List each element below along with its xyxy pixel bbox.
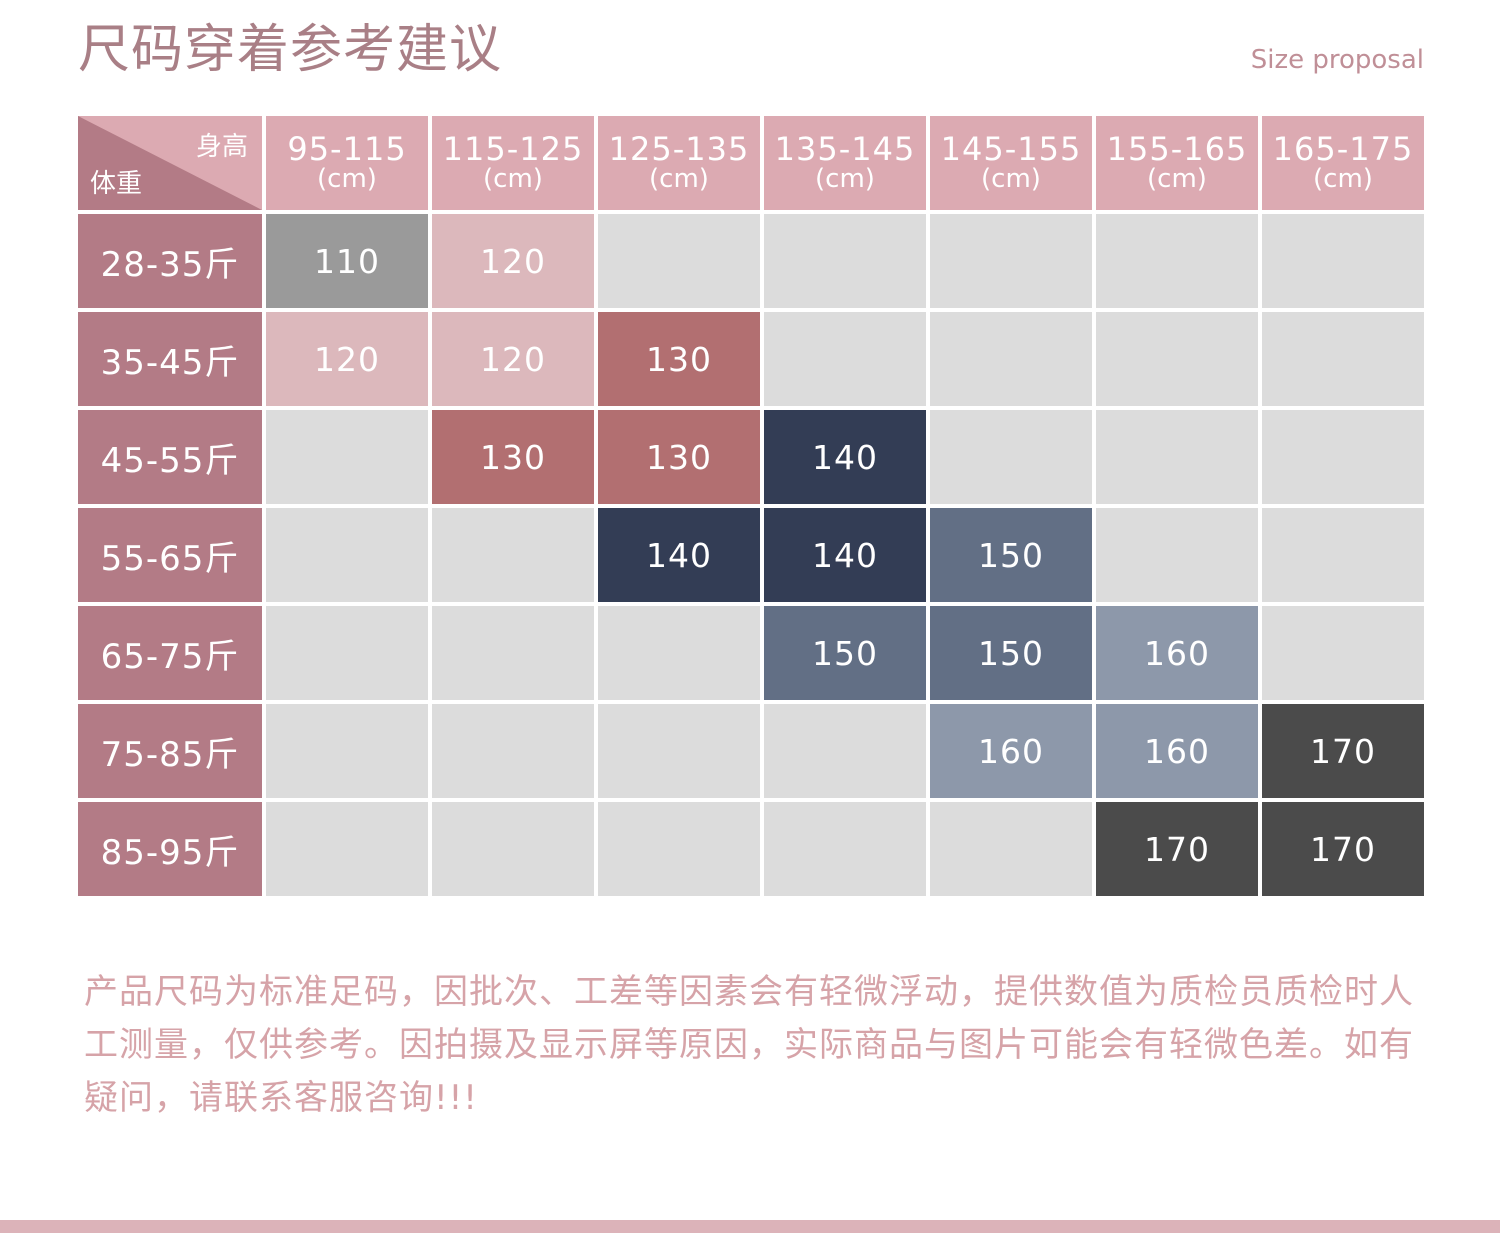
page-title: 尺码穿着参考建议 [78,20,503,80]
size-cell: 120 [432,214,594,308]
empty-cell [432,606,594,700]
size-cell: 140 [764,508,926,602]
corner-height-label: 身高 [195,132,248,162]
column-header-unit: (cm) [483,164,543,195]
empty-cell [1262,508,1424,602]
size-cell: 130 [432,410,594,504]
column-header-unit: (cm) [1147,164,1207,195]
empty-cell [930,410,1092,504]
empty-cell [764,704,926,798]
column-header: 95-115 (cm) [266,116,428,210]
page-subtitle: Size proposal [1250,45,1424,75]
column-header-range: 125-135 [608,129,750,168]
column-header: 145-155 (cm) [930,116,1092,210]
empty-cell [1262,214,1424,308]
empty-cell [764,312,926,406]
empty-cell [266,606,428,700]
empty-cell [598,214,760,308]
size-cell: 150 [930,606,1092,700]
size-cell: 130 [598,312,760,406]
empty-cell [764,214,926,308]
empty-cell [1096,410,1258,504]
empty-cell [432,704,594,798]
corner-diagonal-shape [78,116,262,210]
empty-cell [1096,312,1258,406]
column-header-unit: (cm) [815,164,875,195]
empty-cell [1262,312,1424,406]
empty-cell [266,802,428,896]
size-cell: 140 [764,410,926,504]
empty-cell [598,802,760,896]
column-header-range: 145-155 [940,129,1082,168]
size-chart-table: 身高 体重 95-115 (cm) 115-125 (cm) 125-135 (cm) 13… [78,116,1424,896]
empty-cell [1262,410,1424,504]
column-header-range: 115-125 [442,129,584,168]
size-cell: 160 [1096,704,1258,798]
size-cell: 170 [1096,802,1258,896]
column-header-unit: (cm) [981,164,1041,195]
size-cell: 130 [598,410,760,504]
size-cell: 170 [1262,802,1424,896]
column-header-unit: (cm) [1313,164,1373,195]
size-cell: 110 [266,214,428,308]
row-header-weight: 28-35斤 [78,214,262,308]
empty-cell [764,802,926,896]
empty-cell [930,214,1092,308]
empty-cell [598,704,760,798]
row-header-weight: 45-55斤 [78,410,262,504]
corner-weight-label: 体重 [90,169,143,199]
size-cell: 170 [1262,704,1424,798]
column-header: 165-175 (cm) [1262,116,1424,210]
empty-cell [432,508,594,602]
size-cell: 120 [432,312,594,406]
empty-cell [930,802,1092,896]
empty-cell [266,410,428,504]
table-corner-header: 身高 体重 [78,116,262,210]
column-header: 125-135 (cm) [598,116,760,210]
column-header-range: 95-115 [287,129,407,168]
empty-cell [432,802,594,896]
size-cell: 150 [930,508,1092,602]
size-cell: 160 [1096,606,1258,700]
column-header-range: 135-145 [774,129,916,168]
column-header-unit: (cm) [649,164,709,195]
empty-cell [598,606,760,700]
column-header-unit: (cm) [317,164,377,195]
row-header-weight: 85-95斤 [78,802,262,896]
bottom-decor-bar [0,1220,1500,1233]
size-disclaimer-note: 产品尺码为标准足码，因批次、工差等因素会有轻微浮动，提供数值为质检员质检时人工测… [84,972,1414,1118]
row-header-weight: 65-75斤 [78,606,262,700]
empty-cell [1096,508,1258,602]
row-header-weight: 35-45斤 [78,312,262,406]
size-cell: 140 [598,508,760,602]
size-cell: 120 [266,312,428,406]
empty-cell [266,704,428,798]
column-header: 135-145 (cm) [764,116,926,210]
row-header-weight: 55-65斤 [78,508,262,602]
empty-cell [1262,606,1424,700]
empty-cell [1096,214,1258,308]
size-cell: 160 [930,704,1092,798]
size-cell: 150 [764,606,926,700]
column-header-range: 155-165 [1106,129,1248,168]
column-header: 155-165 (cm) [1096,116,1258,210]
row-header-weight: 75-85斤 [78,704,262,798]
column-header-range: 165-175 [1272,129,1414,168]
empty-cell [930,312,1092,406]
column-header: 115-125 (cm) [432,116,594,210]
empty-cell [266,508,428,602]
